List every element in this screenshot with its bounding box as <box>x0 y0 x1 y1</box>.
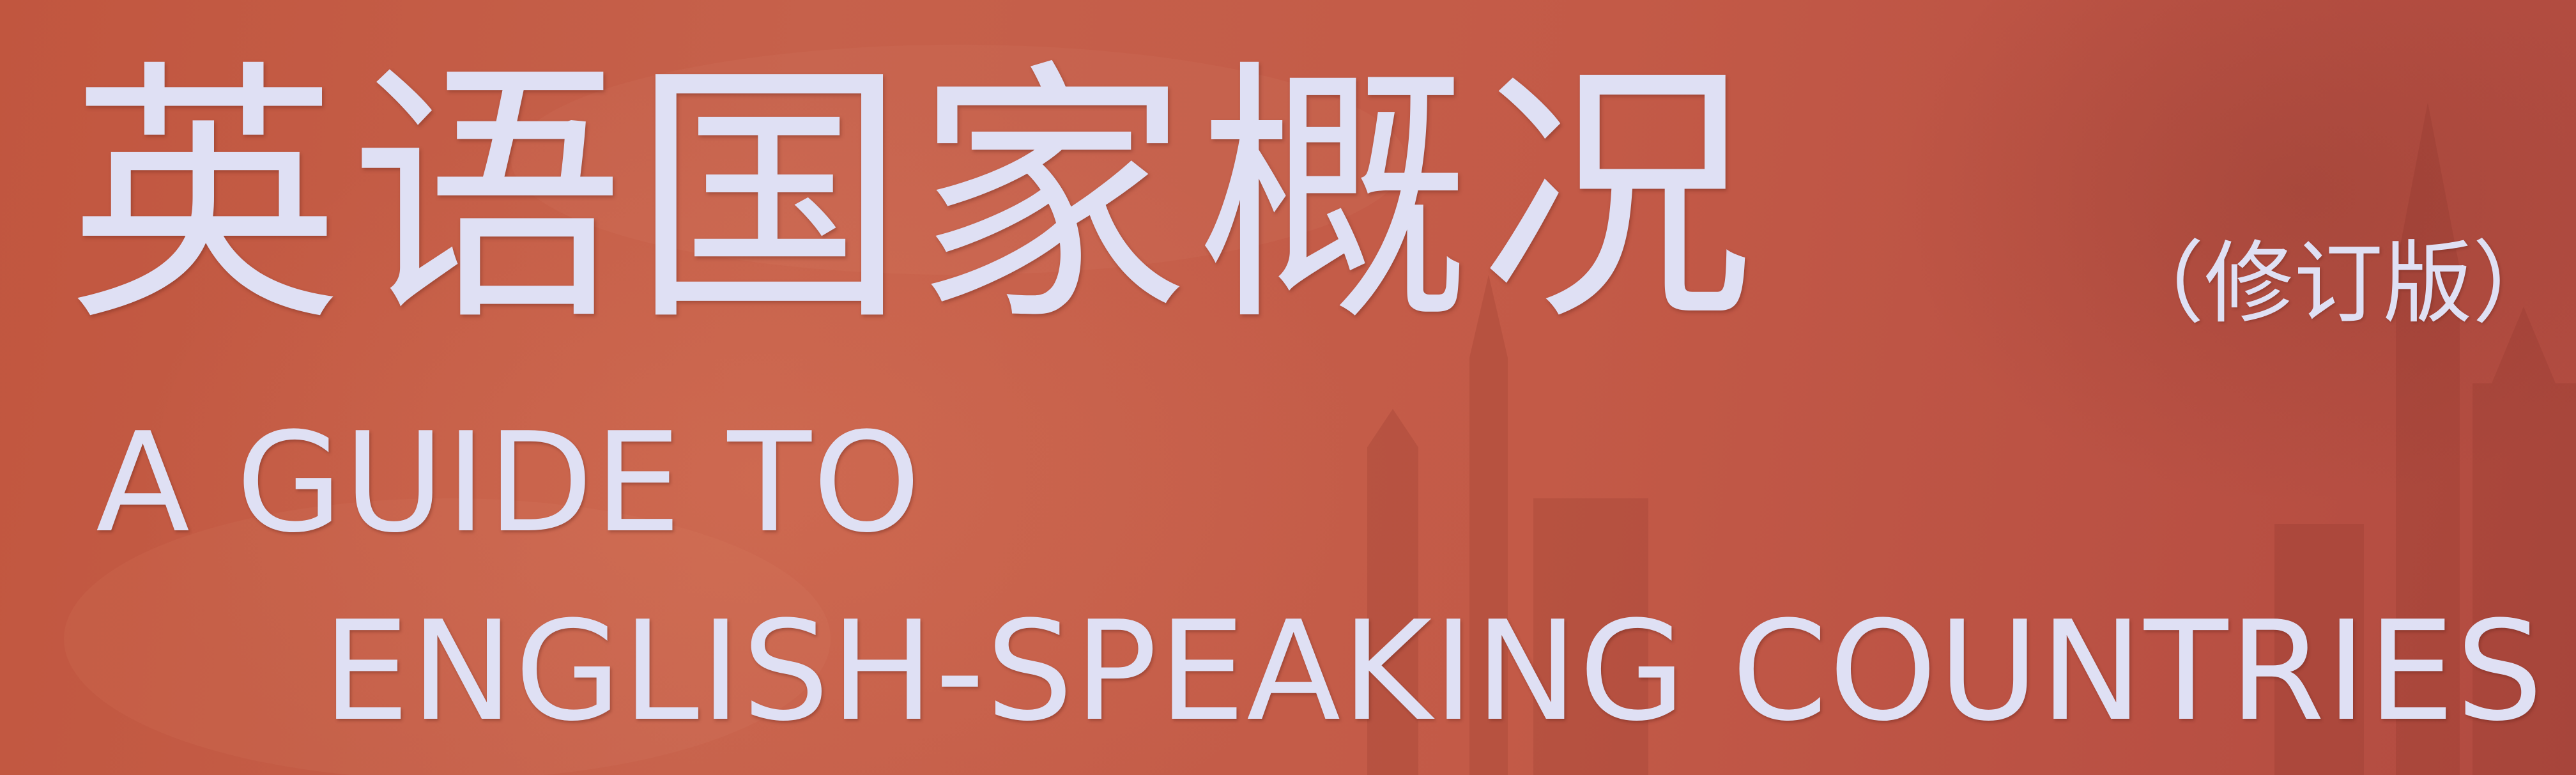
chinese-title: 英语国家概况 <box>67 38 1761 358</box>
english-title-line-1: A GUIDE TO <box>96 403 923 563</box>
edition-label: （修订版） <box>2115 232 2563 336</box>
english-title-line-2: ENGLISH-SPEAKING COUNTRIES <box>323 591 2545 751</box>
